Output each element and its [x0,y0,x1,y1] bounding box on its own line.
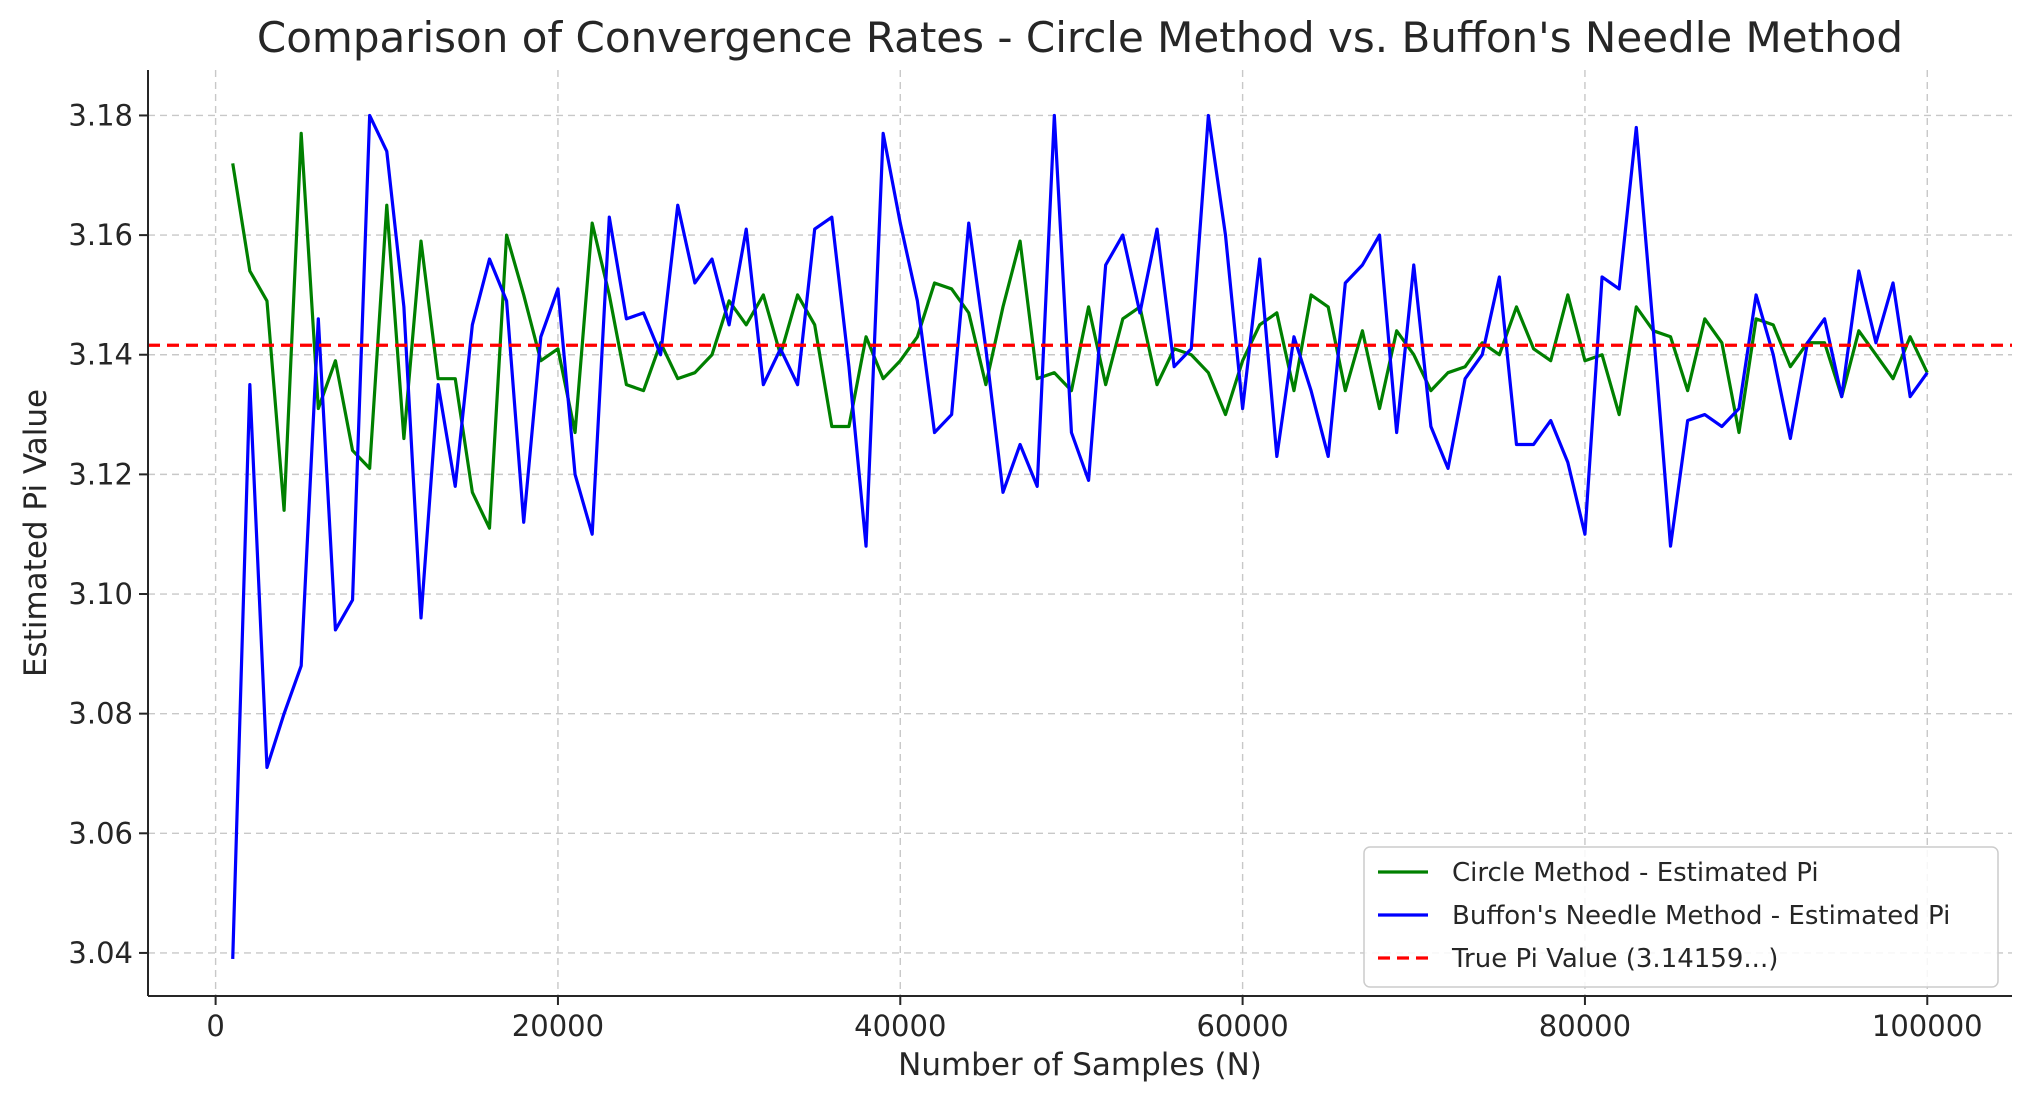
x-tick-label: 20000 [512,1009,604,1043]
legend-label: Circle Method - Estimated Pi [1452,858,1819,888]
y-tick-label: 3.16 [68,218,133,252]
x-tick-label: 100000 [1872,1009,1983,1043]
chart-title: Comparison of Convergence Rates - Circle… [257,13,1903,62]
y-axis-label: Estimated Pi Value [18,389,54,677]
y-tick-label: 3.08 [68,697,133,731]
y-tick-label: 3.18 [68,98,133,132]
x-tick-label: 40000 [854,1009,946,1043]
y-tick-label: 3.14 [68,338,133,372]
x-tick-label: 0 [206,1009,224,1043]
x-axis-label: Number of Samples (N) [898,1047,1262,1083]
legend-label: Buffon's Needle Method - Estimated Pi [1452,901,1950,931]
legend-label: True Pi Value (3.14159...) [1451,944,1778,974]
y-tick-label: 3.06 [68,816,133,850]
series-line-buffon-s-needle-method-estimated-pi [233,115,1928,958]
plot-area [148,115,2012,958]
legend: Circle Method - Estimated Pi Buffon's Nee… [1364,847,1998,987]
series-line-circle-method-estimated-pi [233,133,1928,528]
x-tick-label: 60000 [1196,1009,1288,1043]
x-tick-label: 80000 [1539,1009,1631,1043]
y-tick-label: 3.12 [68,457,133,491]
y-tick-label: 3.10 [68,577,133,611]
y-tick-label: 3.04 [68,936,133,970]
